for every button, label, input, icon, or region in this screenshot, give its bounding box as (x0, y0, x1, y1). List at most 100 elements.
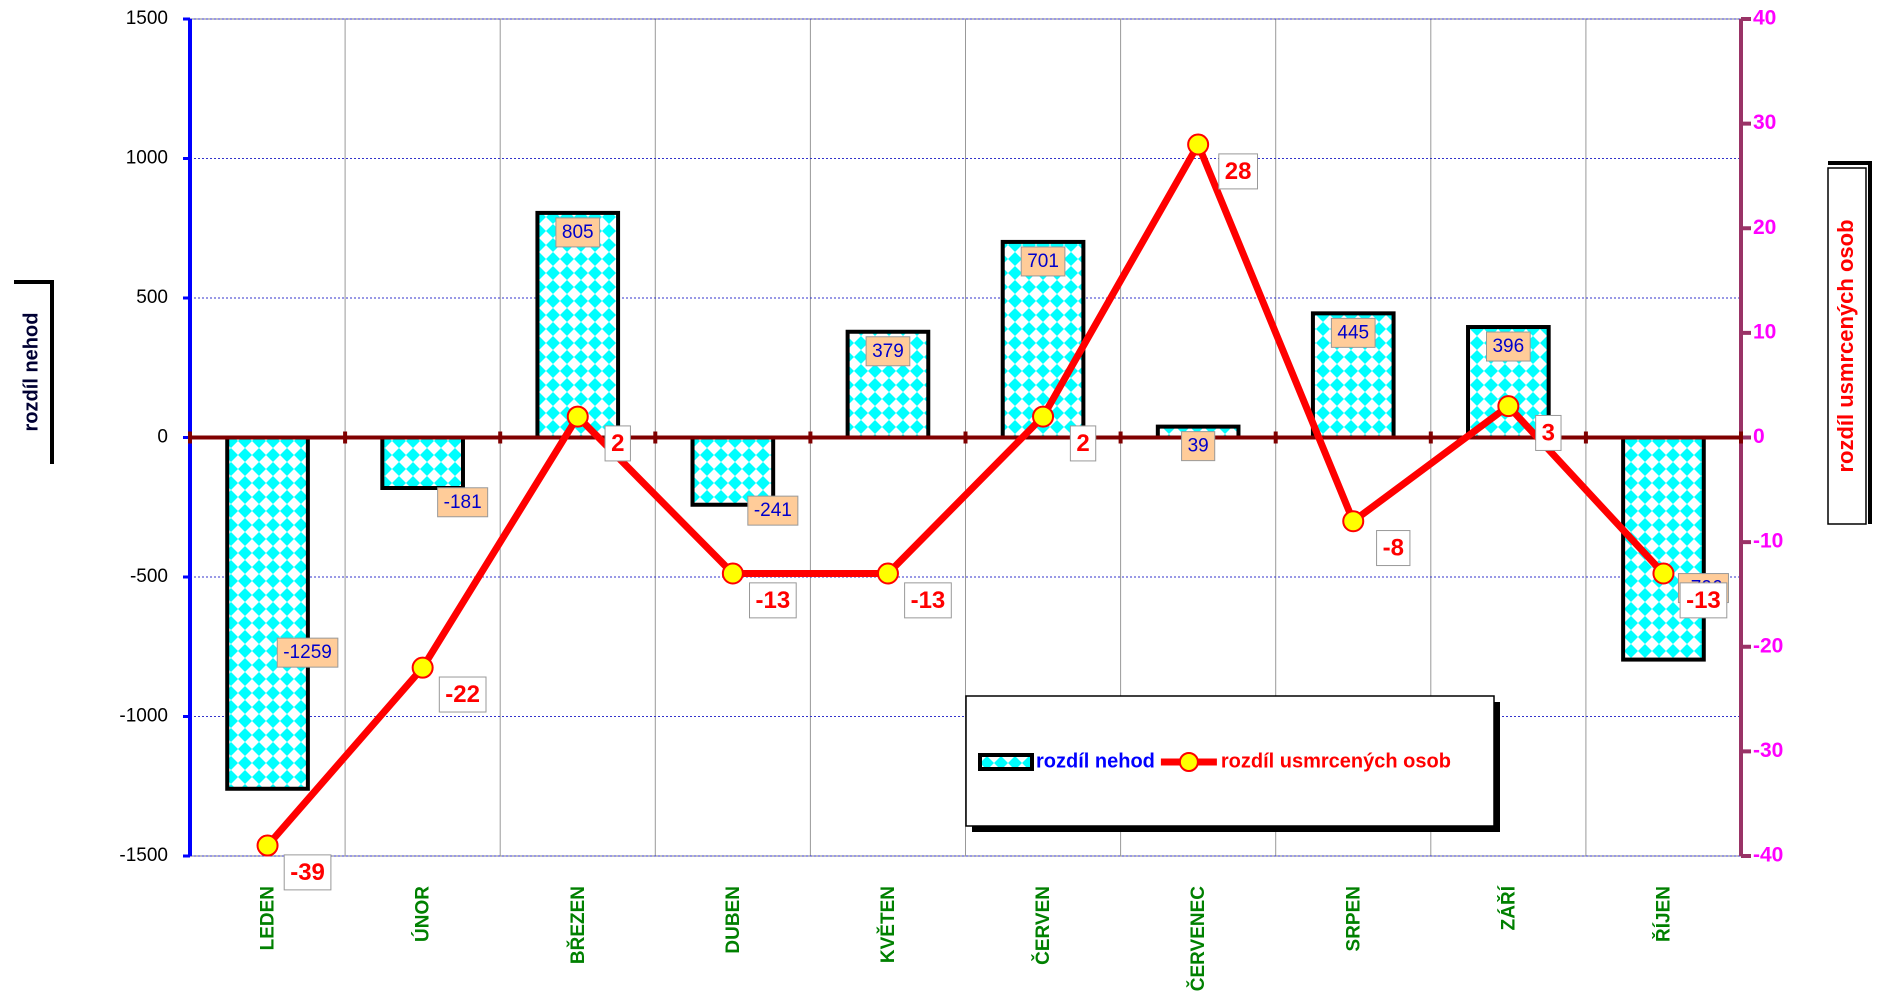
data-label-box (283, 854, 332, 891)
y-axis-title: rozdíl nehod (14, 280, 54, 464)
legend: rozdíl nehod rozdíl usmrcených osob (965, 695, 1500, 832)
data-label: -13 (904, 582, 952, 619)
line-marker (411, 656, 434, 679)
data-label: 379 (865, 336, 911, 367)
data-label-box (1485, 331, 1531, 362)
x-tick-label: SRPEN (1343, 886, 1364, 951)
y2-tick-label: 20 (1753, 216, 1776, 239)
y2-axis-title: rozdíl usmrcených osob (1827, 161, 1872, 525)
x-tick-label: ČERVENEC (1187, 886, 1209, 992)
data-label: -13 (749, 582, 797, 619)
data-label: -13 (1679, 582, 1728, 619)
line-marker (721, 562, 744, 585)
data-label-box (276, 637, 339, 668)
data-label: 2 (604, 425, 631, 462)
y2-tick-label: -30 (1753, 739, 1783, 762)
y-tick-label: -1000 (119, 706, 168, 727)
line (264, 141, 1667, 848)
line-marker (1032, 405, 1055, 428)
y2-tick-label: -20 (1753, 634, 1783, 657)
x-tick-label: ÚNOR (412, 886, 434, 942)
legend-box (965, 695, 1495, 827)
line-marker (1652, 562, 1675, 585)
data-label-box (904, 582, 952, 619)
data-label-text: -181 (444, 492, 482, 513)
data-label-text: -13 (911, 587, 946, 614)
data-label: 2 (1069, 425, 1097, 462)
y-tick-label: 500 (136, 287, 168, 308)
legend-label: rozdíl nehod (1036, 750, 1155, 772)
y2-tick-label: 10 (1753, 320, 1776, 343)
bar (225, 435, 310, 791)
x-tick-label: KVĚTEN (877, 886, 899, 963)
data-label-box (1181, 431, 1216, 462)
data-label: 396 (1485, 331, 1531, 362)
data-label-box (604, 425, 631, 462)
data-label-box (1679, 582, 1728, 619)
legend-swatch (978, 753, 1034, 771)
data-label: 805 (555, 217, 601, 248)
data-label-box (555, 217, 601, 248)
y-axis-label: rozdíl nehod (20, 313, 42, 432)
legend-marker (1178, 752, 1199, 772)
data-label: -39 (283, 854, 332, 891)
data-label: 701 (1020, 246, 1066, 277)
line-marker (1342, 510, 1365, 533)
data-label-text: -8 (1383, 535, 1404, 562)
data-label-text: -13 (756, 587, 791, 614)
bar (380, 435, 465, 490)
data-label-text: 3 (1542, 419, 1555, 446)
data-label-text: -39 (290, 859, 325, 886)
data-label-text: 39 (1188, 436, 1209, 457)
data-label-text: -22 (445, 681, 480, 708)
data-label: -8 (1376, 530, 1411, 567)
x-tick-label: LEDEN (258, 886, 279, 950)
x-tick-label: ŘÍJEN (1652, 886, 1674, 942)
data-label: 28 (1218, 153, 1259, 190)
x-tick-label: ZÁŘÍ (1497, 885, 1519, 930)
y-tick-label: 0 (157, 427, 168, 448)
y-tick-label: 1000 (126, 148, 168, 169)
data-label-box (1218, 153, 1259, 190)
y2-tick-label: -10 (1753, 530, 1783, 553)
line-marker (876, 562, 899, 585)
data-label-text: 379 (872, 341, 904, 362)
y-tick-label: 1500 (126, 8, 168, 29)
data-label: -181 (437, 487, 489, 518)
data-label-text: 28 (1225, 158, 1252, 185)
data-label: 39 (1181, 431, 1216, 462)
data-label-text: 701 (1027, 251, 1059, 272)
line-marker (1497, 395, 1520, 418)
data-label: -22 (438, 676, 487, 713)
data-label-box (437, 487, 489, 518)
data-label-box (1020, 246, 1066, 277)
data-label-text: -1259 (283, 642, 332, 663)
data-label-box (438, 676, 487, 713)
data-label-text: -13 (1686, 587, 1721, 614)
data-label-text: 445 (1337, 322, 1369, 343)
bar (690, 435, 776, 507)
data-label-box (749, 582, 797, 619)
line-marker (256, 834, 279, 857)
x-tick-label: BŘEZEN (567, 886, 589, 964)
data-label-box (747, 495, 799, 526)
data-label-text: 805 (562, 222, 594, 243)
data-label: 3 (1535, 414, 1562, 451)
bar (1621, 435, 1706, 662)
y2-axis-label: rozdíl usmrcených osob (1833, 219, 1858, 472)
data-label-text: 2 (1076, 430, 1089, 457)
data-label-box (1330, 317, 1376, 348)
data-label-box (1069, 425, 1097, 462)
line-marker (1187, 133, 1210, 156)
legend-label: rozdíl usmrcených osob (1221, 750, 1451, 772)
data-label-text: 396 (1492, 336, 1524, 357)
data-label-box (1376, 530, 1411, 567)
y-tick-label: -1500 (119, 845, 168, 866)
data-label-text: -241 (754, 500, 792, 521)
data-label: 445 (1330, 317, 1376, 348)
y-tick-label: -500 (130, 566, 168, 587)
data-label: -1259 (276, 637, 339, 668)
x-tick-label: ČERVEN (1032, 886, 1054, 965)
y2-tick-label: 30 (1753, 111, 1776, 134)
